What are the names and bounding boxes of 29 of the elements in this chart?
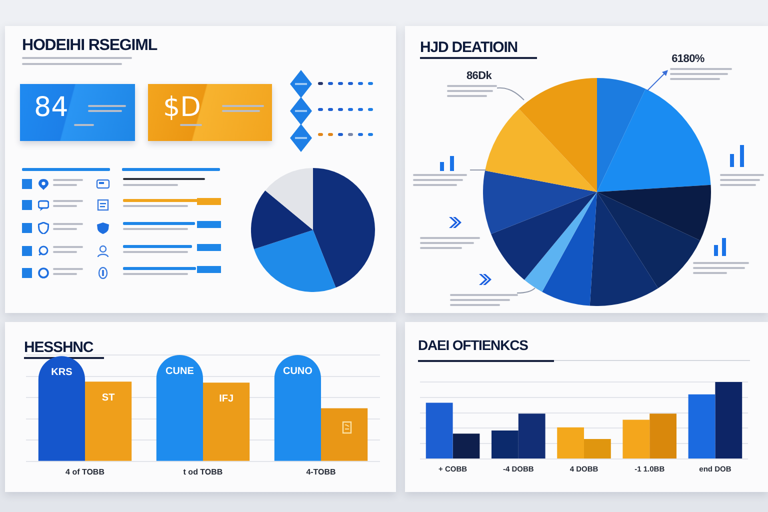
annotation: CUNO bbox=[282, 366, 313, 377]
bar bbox=[85, 382, 132, 461]
chart-title: DAEI OFTIENKCS bbox=[418, 337, 528, 353]
bar bbox=[321, 408, 368, 461]
x-tick-label: t od TOBB bbox=[183, 467, 223, 476]
text: 86Dk bbox=[466, 70, 492, 82]
annotation: IFJ bbox=[219, 393, 234, 404]
text: HODEIHI RSEGIML bbox=[22, 37, 158, 54]
chart-title: HESSHNC bbox=[24, 339, 94, 356]
bar bbox=[426, 402, 453, 458]
bar bbox=[557, 427, 584, 458]
text: 84 bbox=[34, 92, 68, 123]
bar bbox=[156, 355, 203, 461]
x-tick-label: 4 of TOBB bbox=[66, 467, 105, 476]
bar bbox=[688, 394, 716, 458]
bar bbox=[650, 414, 676, 458]
bar bbox=[715, 382, 742, 458]
bar bbox=[274, 355, 321, 461]
bar bbox=[452, 434, 480, 458]
text: $D bbox=[163, 92, 201, 123]
bar bbox=[203, 382, 250, 461]
x-tick-label: 4-TOBB bbox=[306, 467, 336, 476]
annotation: ST bbox=[102, 392, 115, 404]
bar bbox=[584, 438, 611, 458]
text: 6180% bbox=[672, 53, 704, 65]
chart-title: HJD DEATIOIN bbox=[420, 39, 518, 56]
annotation: CUNE bbox=[166, 366, 194, 377]
bar bbox=[622, 420, 650, 458]
annotation: KRS bbox=[51, 366, 73, 378]
